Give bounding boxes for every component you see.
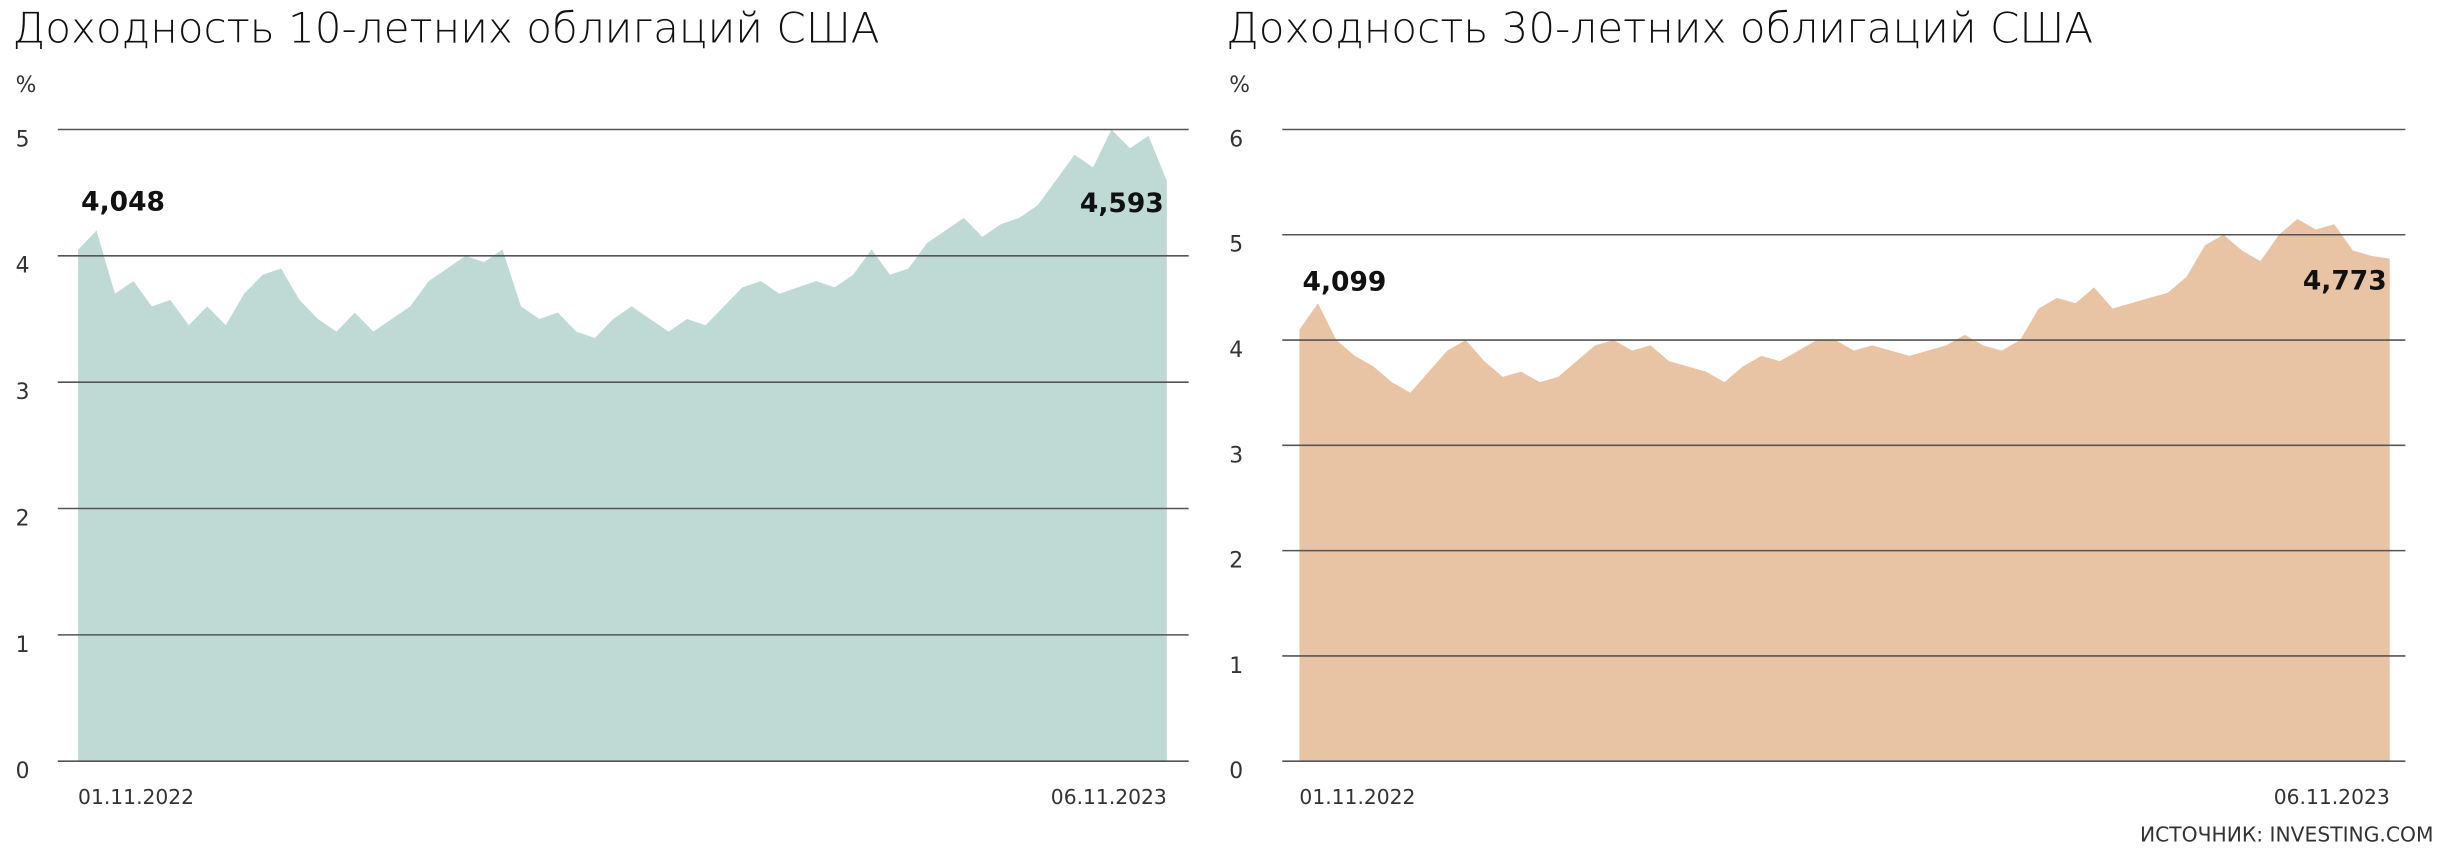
- y-tick-label: 3: [16, 380, 30, 405]
- chart-title: Доходность 10-летних облигаций США: [13, 4, 880, 53]
- chart-title: Доходность 30-летних облигаций США: [1226, 4, 2093, 53]
- y-tick-label: 0: [1229, 759, 1243, 784]
- y-tick-label: 5: [16, 127, 30, 152]
- y-tick-label: 1: [16, 633, 30, 658]
- y-axis-label: %: [1229, 73, 1250, 98]
- y-tick-label: 5: [1229, 233, 1243, 258]
- value-label: 4,593: [1080, 188, 1164, 219]
- y-tick-label: 0: [16, 759, 30, 784]
- x-tick-label: 01.11.2022: [1299, 785, 1415, 809]
- value-label: 4,773: [2303, 266, 2387, 297]
- y-tick-label: 6: [1229, 127, 1243, 152]
- y-tick-label: 1: [1229, 654, 1243, 679]
- x-tick-label: 06.11.2023: [2274, 785, 2390, 809]
- value-label: 4,099: [1303, 266, 1387, 297]
- value-label: 4,048: [81, 186, 165, 217]
- area: [78, 129, 1167, 762]
- source: ИСТОЧНИК: INVESTING.COM: [2140, 823, 2434, 847]
- x-tick-label: 06.11.2023: [1051, 785, 1167, 809]
- y-axis-label: %: [16, 73, 37, 98]
- area: [1299, 218, 2390, 762]
- y-tick-label: 3: [1229, 443, 1243, 468]
- y-tick-label: 4: [16, 254, 30, 279]
- y-tick-label: 2: [16, 506, 30, 531]
- x-tick-label: 01.11.2022: [78, 785, 194, 809]
- y-tick-label: 4: [1229, 338, 1243, 363]
- y-tick-label: 2: [1229, 549, 1243, 574]
